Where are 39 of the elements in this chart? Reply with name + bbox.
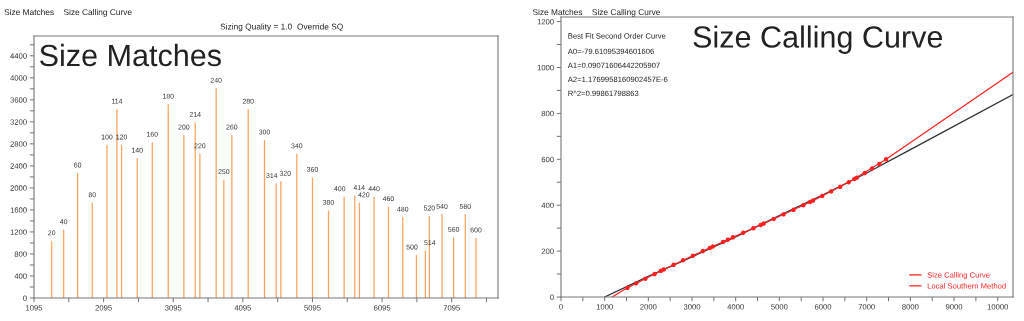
point	[680, 258, 686, 263]
point	[671, 262, 676, 268]
point	[730, 235, 736, 240]
point	[791, 207, 796, 213]
point	[710, 244, 716, 249]
point	[658, 268, 664, 274]
point	[828, 189, 834, 194]
point	[801, 202, 806, 208]
text: Size Matches	[4, 8, 54, 16]
point	[643, 276, 648, 281]
point	[810, 198, 816, 203]
point	[807, 199, 813, 205]
chart-title: Size Matches	[40, 43, 221, 67]
text: Size Matches	[532, 8, 583, 16]
point	[690, 253, 696, 258]
point	[837, 184, 843, 190]
point	[846, 179, 851, 185]
point	[700, 248, 706, 254]
point	[707, 245, 713, 251]
point	[725, 237, 731, 242]
point	[652, 271, 657, 277]
point	[869, 166, 875, 171]
point	[661, 267, 667, 272]
point	[751, 225, 756, 231]
point	[633, 280, 639, 286]
point	[740, 230, 746, 235]
text: Size Calling Curve	[63, 8, 132, 17]
point	[883, 157, 889, 162]
text: Override SQ	[297, 23, 343, 32]
chart-title: Size Calling Curve	[693, 25, 943, 54]
point	[720, 239, 726, 245]
text: Sizing Quality = 1.0	[220, 23, 292, 32]
point	[771, 216, 776, 222]
point	[862, 170, 868, 176]
point	[819, 193, 825, 199]
point	[781, 212, 786, 217]
point	[877, 161, 882, 167]
point	[625, 285, 630, 291]
text: Size Calling Curve	[592, 8, 661, 17]
